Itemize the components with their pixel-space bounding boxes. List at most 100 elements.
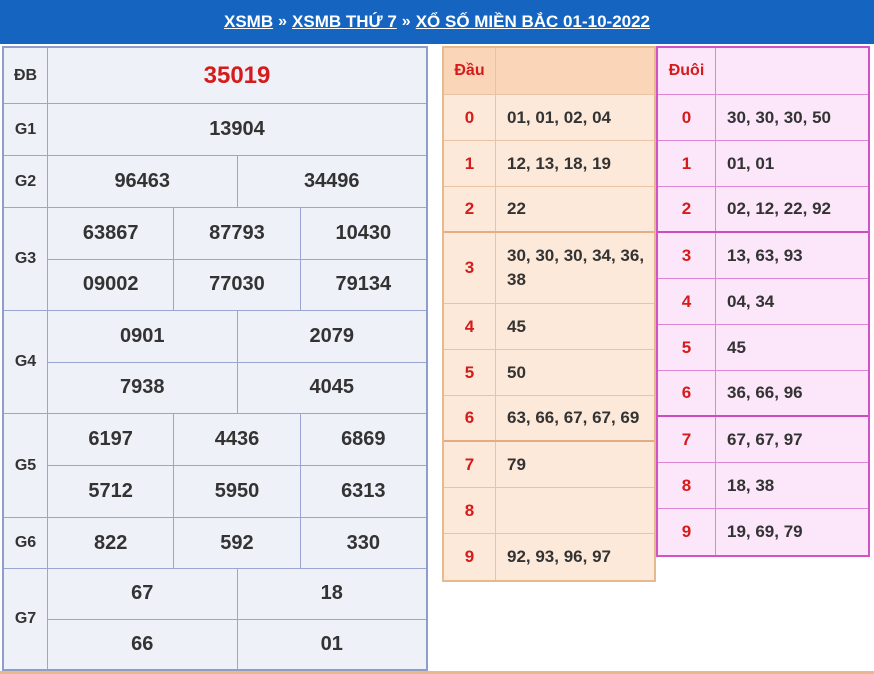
duoi-digit: 9 xyxy=(658,509,716,555)
prize-row-g7: G7 67 18 66 01 xyxy=(4,569,426,669)
prize-value: 79134 xyxy=(335,273,392,296)
dau-row: 2 22 xyxy=(444,187,654,233)
prize-label: G1 xyxy=(4,104,48,155)
dau-row: 3 30, 30, 30, 34, 36, 38 xyxy=(444,233,654,304)
dau-row: 5 50 xyxy=(444,350,654,396)
breadcrumb-xsmb-link[interactable]: XSMB xyxy=(223,12,274,31)
duoi-row: 1 01, 01 xyxy=(658,141,868,187)
duoi-values: 30, 30, 30, 50 xyxy=(727,107,831,127)
breadcrumb-separator: » xyxy=(401,13,411,30)
prize-row-g5: G5 6197 4436 6869 5712 5950 6313 xyxy=(4,414,426,518)
duoi-row: 9 19, 69, 79 xyxy=(658,509,868,555)
dau-header: Đầu xyxy=(444,48,496,94)
duoi-values: 18, 38 xyxy=(727,475,775,495)
duoi-row: 6 36, 66, 96 xyxy=(658,371,868,417)
breadcrumb-separator: » xyxy=(278,13,288,30)
prize-value: 10430 xyxy=(335,221,392,244)
duoi-values: 13, 63, 93 xyxy=(727,245,803,265)
duoi-digit: 8 xyxy=(658,463,716,508)
prize-row-g3: G3 63867 87793 10430 09002 77030 79134 xyxy=(4,208,426,311)
dau-values: 92, 93, 96, 97 xyxy=(507,547,611,566)
dau-row: 4 45 xyxy=(444,304,654,350)
duoi-row: 4 04, 34 xyxy=(658,279,868,325)
prize-value: 66 xyxy=(48,619,238,669)
prize-value: 18 xyxy=(320,582,343,605)
special-prize-value: 35019 xyxy=(203,61,271,89)
prize-value: 592 xyxy=(174,518,301,568)
dau-row: 9 92, 93, 96, 97 xyxy=(444,534,654,580)
duoi-digit: 3 xyxy=(658,233,716,278)
duoi-values: 36, 66, 96 xyxy=(727,383,803,402)
duoi-digit: 4 xyxy=(658,279,716,324)
prize-value: 4436 xyxy=(174,414,301,465)
duoi-table: Đuôi 0 30, 30, 30, 50 1 01, 01 2 02, 12,… xyxy=(656,46,870,557)
breadcrumb: XSMB » XSMB THỨ 7 » XỔ SỐ MIỀN BẮC 01-10… xyxy=(0,0,874,44)
prize-value: 87793 xyxy=(174,208,301,259)
prize-value: 7938 xyxy=(48,362,238,413)
dau-digit: 1 xyxy=(444,141,496,186)
prize-label: G5 xyxy=(4,414,48,517)
duoi-digit: 7 xyxy=(658,417,716,462)
breadcrumb-xsmb-thu7-link[interactable]: XSMB THỨ 7 xyxy=(292,12,397,31)
duoi-values: 45 xyxy=(727,337,746,357)
dau-row: 8 xyxy=(444,488,654,534)
dau-header-values xyxy=(496,48,654,94)
dau-row: 7 79 xyxy=(444,442,654,488)
prize-value: 13904 xyxy=(209,118,265,140)
prize-row-g6: G6 822 592 330 xyxy=(4,518,426,569)
dau-values: 63, 66, 67, 67, 69 xyxy=(507,408,640,427)
prize-value: 01 xyxy=(320,632,343,655)
dau-digit: 2 xyxy=(444,187,496,231)
prize-label: G4 xyxy=(4,311,48,413)
dau-table: Đầu 0 01, 01, 02, 04 1 12, 13, 18, 19 2 … xyxy=(442,46,656,582)
dau-values: 30, 30, 30, 34, 36, 38 xyxy=(507,246,645,289)
duoi-header: Đuôi xyxy=(658,48,716,94)
dau-header-row: Đầu xyxy=(444,48,654,95)
prize-value: 77030 xyxy=(174,259,301,310)
prize-value: 09002 xyxy=(48,259,175,310)
duoi-values: 02, 12, 22, 92 xyxy=(727,199,831,218)
prize-value: 4045 xyxy=(309,376,355,399)
dau-digit: 9 xyxy=(444,534,496,580)
prize-value: 63867 xyxy=(48,208,175,259)
prize-label: G3 xyxy=(4,208,48,310)
breadcrumb-page-title-link[interactable]: XỔ SỐ MIỀN BẮC 01-10-2022 xyxy=(415,12,651,31)
duoi-digit: 1 xyxy=(658,141,716,186)
prize-value: 330 xyxy=(346,531,380,554)
prize-value: 2079 xyxy=(309,324,355,347)
dau-values: 45 xyxy=(507,316,526,336)
duoi-header-row: Đuôi xyxy=(658,48,868,95)
prize-row-g4: G4 0901 2079 7938 4045 xyxy=(4,311,426,414)
duoi-header-values xyxy=(716,48,868,94)
dau-values: 22 xyxy=(507,199,526,218)
bottom-divider xyxy=(0,671,874,674)
dau-values: 01, 01, 02, 04 xyxy=(507,107,611,127)
prize-row-g2: G2 96463 34496 xyxy=(4,156,426,208)
prize-table: ĐB 35019 G1 13904 G2 96463 34496 G3 6386… xyxy=(2,46,428,671)
duoi-row: 7 67, 67, 97 xyxy=(658,417,868,463)
prize-label: ĐB xyxy=(4,48,48,103)
prize-value: 0901 xyxy=(48,311,238,362)
prize-value: 34496 xyxy=(303,170,360,192)
dau-row: 0 01, 01, 02, 04 xyxy=(444,95,654,141)
duoi-values: 01, 01 xyxy=(727,153,775,173)
dau-values: 12, 13, 18, 19 xyxy=(507,153,611,173)
prize-value: 5950 xyxy=(174,466,301,517)
prize-label: G6 xyxy=(4,518,48,568)
duoi-digit: 0 xyxy=(658,95,716,140)
duoi-row: 5 45 xyxy=(658,325,868,371)
duoi-digit: 2 xyxy=(658,187,716,231)
prize-row-g1: G1 13904 xyxy=(4,104,426,156)
dau-values: 50 xyxy=(507,362,526,382)
prize-label: G7 xyxy=(4,569,48,669)
prize-value: 5712 xyxy=(48,466,175,517)
prize-value: 6313 xyxy=(341,480,386,502)
dau-values xyxy=(496,488,654,533)
dau-digit: 4 xyxy=(444,304,496,349)
prize-row-db: ĐB 35019 xyxy=(4,48,426,104)
duoi-digit: 5 xyxy=(658,325,716,370)
prize-label: G2 xyxy=(4,156,48,207)
dau-row: 6 63, 66, 67, 67, 69 xyxy=(444,396,654,442)
duoi-row: 0 30, 30, 30, 50 xyxy=(658,95,868,141)
duoi-values: 67, 67, 97 xyxy=(727,429,803,449)
